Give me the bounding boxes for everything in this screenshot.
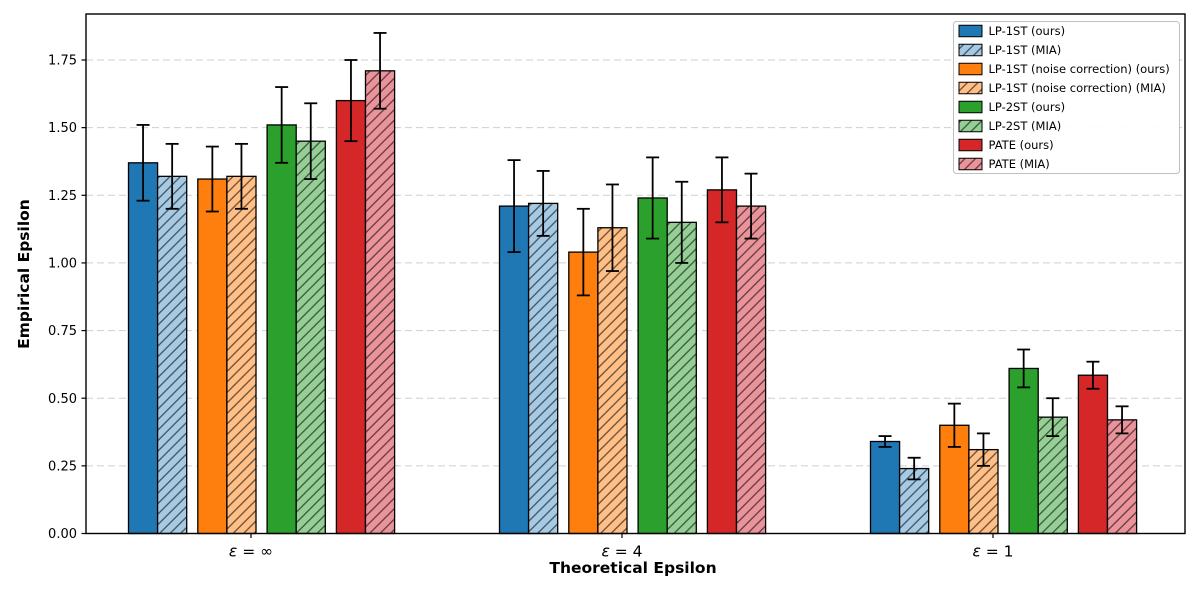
bar [226,175,257,535]
bar [364,70,396,535]
x-axis-label: Theoretical Epsilon [549,559,717,577]
bar [127,162,159,535]
x-tick-label: ε = 1 [972,543,1013,561]
y-tick-label: 0.75 [48,324,77,339]
bar [266,124,297,535]
legend-swatch [958,81,983,95]
x-tick-label: ε = 4 [601,543,642,561]
y-tick-label: 0.00 [48,527,77,542]
bar [1106,419,1138,535]
legend-label: LP-1ST (ours) [989,24,1066,38]
bar [735,205,767,535]
bar [666,221,697,535]
legend-box [953,21,1180,174]
legend-swatch [958,119,983,133]
legend-label: PATE (MIA) [989,157,1050,171]
legend-swatch [958,43,983,57]
bar [498,205,530,535]
bar [156,175,188,535]
bar [295,140,326,535]
legend-swatch [958,24,983,38]
y-tick-label: 1.25 [48,189,77,204]
legend-swatch [958,100,983,114]
axes-frame [85,13,1186,535]
bar [1008,367,1039,535]
legend: LP-1ST (ours) LP-1ST (MIA) LP-1ST (noise c… [953,21,1180,174]
legend-label: PATE (ours) [989,138,1054,152]
bar [1077,374,1109,535]
y-tick-label: 0.25 [48,459,77,474]
legend-label: LP-2ST (ours) [989,100,1066,114]
bar [597,227,628,535]
x-tick-label: ε = ∞ [229,543,273,561]
bar [335,99,367,535]
legend-label: LP-1ST (noise correction) (ours) [989,62,1170,76]
bar [869,440,901,535]
bar [527,202,559,535]
legend-label: LP-1ST (noise correction) (MIA) [989,81,1166,95]
y-axis-label: Empirical Epsilon [15,199,33,349]
bar [568,251,599,535]
y-tick-label: 0.50 [48,392,77,407]
bar [197,178,228,535]
legend-label: LP-1ST (MIA) [989,43,1062,57]
legend-label: LP-2ST (MIA) [989,119,1062,133]
y-tick-label: 1.00 [48,256,77,271]
bar [706,189,738,535]
legend-swatch [958,62,983,76]
y-tick-label: 1.50 [48,121,77,136]
legend-swatch [958,138,983,152]
legend-swatch [958,157,983,171]
y-tick-label: 1.75 [48,54,77,69]
bar [637,197,668,535]
